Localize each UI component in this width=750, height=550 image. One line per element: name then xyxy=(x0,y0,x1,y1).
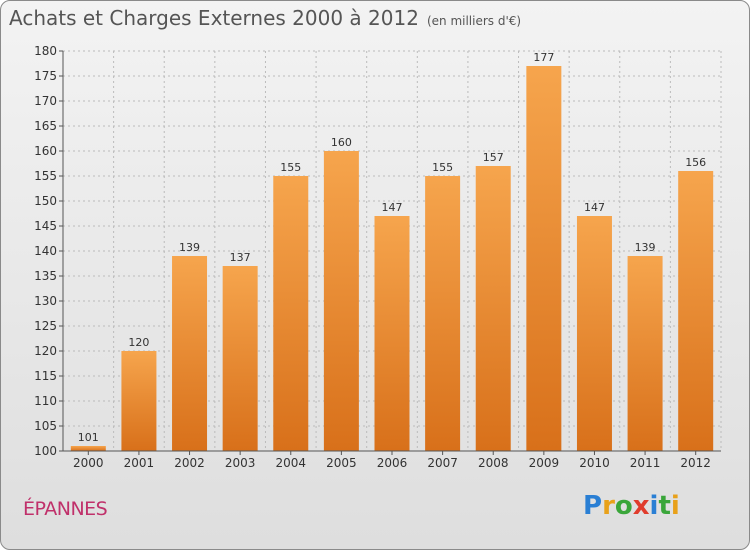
value-label: 156 xyxy=(685,156,706,169)
value-label: 177 xyxy=(533,51,554,64)
y-tick-label: 105 xyxy=(34,419,57,433)
y-tick-label: 180 xyxy=(34,44,57,58)
logo-letter: P xyxy=(583,491,603,521)
y-tick-label: 115 xyxy=(34,369,57,383)
x-tick-label: 2005 xyxy=(326,456,357,470)
value-label: 101 xyxy=(78,431,99,444)
logo-letter: t xyxy=(658,491,671,521)
y-tick-label: 130 xyxy=(34,294,57,308)
logo-letter: i xyxy=(670,491,680,521)
value-label: 160 xyxy=(331,136,352,149)
value-label: 155 xyxy=(432,161,453,174)
x-tick-label: 2010 xyxy=(579,456,610,470)
y-tick-label: 125 xyxy=(34,319,57,333)
value-label: 147 xyxy=(584,201,605,214)
bar-2004 xyxy=(273,176,309,451)
x-tick-label: 2006 xyxy=(377,456,408,470)
y-tick-label: 120 xyxy=(34,344,57,358)
bar-2012 xyxy=(678,171,714,451)
x-tick-label: 2003 xyxy=(225,456,256,470)
unit-label: (en milliers d'€) xyxy=(426,14,522,28)
x-tick-label: 2002 xyxy=(174,456,205,470)
value-label: 155 xyxy=(280,161,301,174)
y-tick-label: 175 xyxy=(34,69,57,83)
x-tick-label: 2009 xyxy=(529,456,560,470)
value-label: 137 xyxy=(230,251,251,264)
x-tick-label: 2004 xyxy=(275,456,306,470)
logo-letter: x xyxy=(632,491,650,521)
y-tick-label: 150 xyxy=(34,194,57,208)
bars: 101 120 139 137 155 160 147 155 157 177 147 139 156 xyxy=(70,51,714,451)
bar-2007 xyxy=(425,176,461,451)
value-label: 157 xyxy=(483,151,504,164)
x-tick-label: 2011 xyxy=(630,456,661,470)
y-tick-label: 110 xyxy=(34,394,57,408)
logo-letter: i xyxy=(649,491,659,521)
y-tick-label: 170 xyxy=(34,94,57,108)
y-tick-label: 100 xyxy=(34,444,57,458)
bar-2006 xyxy=(374,216,410,451)
bar-2001 xyxy=(121,351,157,451)
bar-2009 xyxy=(526,66,562,451)
value-label: 139 xyxy=(635,241,656,254)
logo-letter: o xyxy=(614,491,633,521)
title-text: Achats et Charges Externes 2000 à 2012 xyxy=(9,6,419,30)
x-tick-label: 2008 xyxy=(478,456,509,470)
x-tick-label: 2000 xyxy=(73,456,104,470)
logo-letter: r xyxy=(602,491,615,521)
value-label: 139 xyxy=(179,241,200,254)
value-label: 147 xyxy=(382,201,403,214)
y-tick-label: 165 xyxy=(34,119,57,133)
x-tick-label: 2012 xyxy=(680,456,711,470)
bar-2010 xyxy=(576,216,612,451)
proxiti-logo: Proxiti xyxy=(583,491,680,521)
x-tick-label: 2007 xyxy=(427,456,458,470)
chart-title: Achats et Charges Externes 2000 à 2012 (e… xyxy=(9,6,521,30)
y-tick-label: 135 xyxy=(34,269,57,283)
axes: 1001051101151201251301351401451501551601… xyxy=(34,44,721,470)
bar-2005 xyxy=(323,151,359,451)
y-tick-label: 160 xyxy=(34,144,57,158)
x-tick-label: 2001 xyxy=(124,456,155,470)
y-tick-label: 140 xyxy=(34,244,57,258)
place-name: ÉPANNES xyxy=(23,498,108,520)
bar-2002 xyxy=(172,256,208,451)
value-label: 120 xyxy=(128,336,149,349)
bar-2000 xyxy=(70,446,106,451)
bar-2011 xyxy=(627,256,663,451)
bar-2003 xyxy=(222,266,258,451)
y-tick-label: 155 xyxy=(34,169,57,183)
y-tick-label: 145 xyxy=(34,219,57,233)
bar-2008 xyxy=(475,166,511,451)
